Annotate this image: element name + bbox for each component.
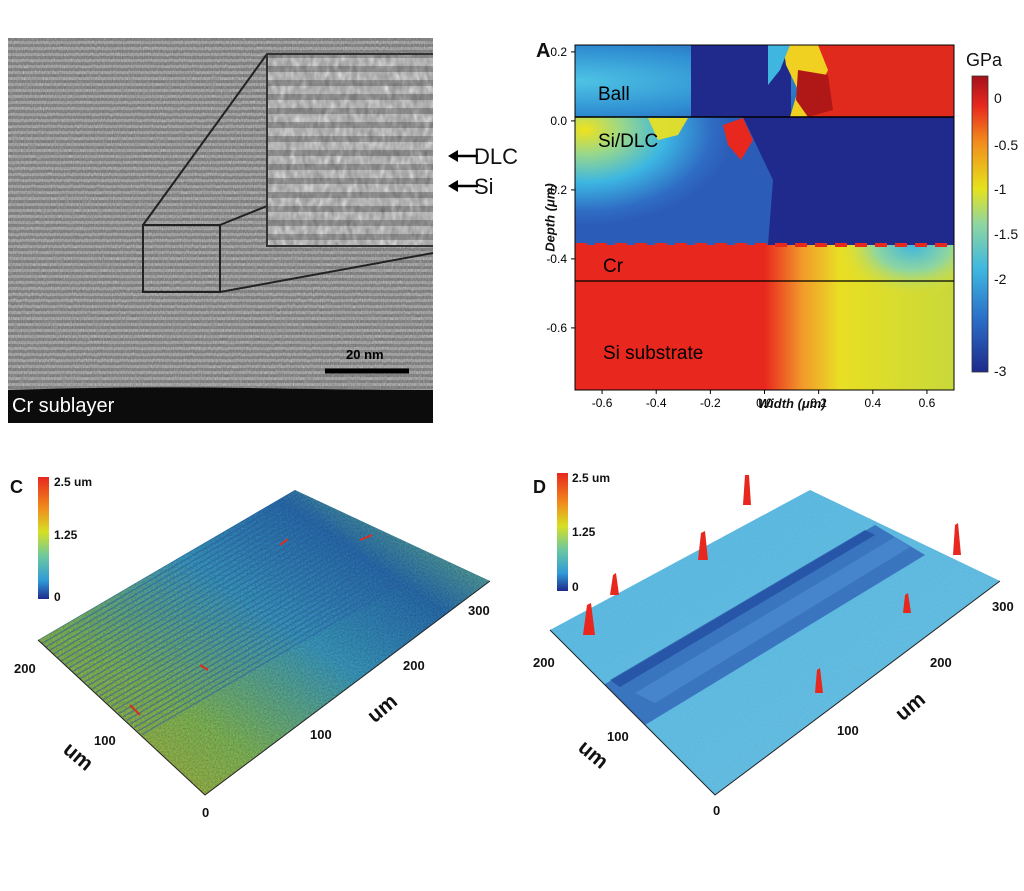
height-scale-bar <box>557 473 568 591</box>
colorbar-tick: -0.5 <box>994 137 1019 153</box>
surface-groove-line <box>91 538 350 690</box>
y-tick-label: 0.2 <box>550 45 567 59</box>
surface-groove-line <box>122 566 381 718</box>
zoom-connector-line <box>219 252 434 293</box>
colorbar-tick: -3 <box>994 363 1007 379</box>
surface-groove-line <box>64 513 323 666</box>
panel-a-letter: A <box>536 40 551 62</box>
x-axis-label: Width (μm) <box>758 396 826 411</box>
panel-a-chart: -0.6 -0.4 -0.2 0.0 0.2 0.4 0.6 0.2 0.0 -0.2 -0.4 -0… <box>546 44 989 410</box>
scale-tick: 1.25 <box>572 525 596 539</box>
scale-tick: 1.25 <box>54 528 78 542</box>
colorbar-unit: GPa <box>966 50 1003 70</box>
colorbar-tick: -1.5 <box>994 226 1019 242</box>
colorbar-tick: -2 <box>994 271 1007 287</box>
colorbar-tick: -1 <box>994 181 1007 197</box>
zoom-connector-line <box>219 205 268 226</box>
surface-groove-line <box>126 569 384 722</box>
scale-tick: 0 <box>572 580 579 594</box>
si-dlc-label: Si/DLC <box>598 131 659 152</box>
colorbar-tick: 0 <box>994 90 1002 106</box>
surface-groove-line <box>53 503 311 655</box>
dlc-label: DLC <box>474 144 519 169</box>
zoom-connector-line <box>142 53 268 226</box>
surface-groove-line <box>41 492 300 645</box>
scale-tick: 0 <box>54 590 61 604</box>
si-label: Si <box>474 174 494 199</box>
axis-tick: 100 <box>837 723 859 738</box>
zoom-region-box <box>142 224 221 293</box>
colorbar <box>971 75 989 373</box>
scale-tick: 2.5 um <box>54 475 93 489</box>
y-tick-label: -0.2 <box>546 183 567 197</box>
surface-groove-line <box>76 524 334 676</box>
axis-tick: 0 <box>202 805 210 820</box>
surface-groove-line <box>83 531 342 683</box>
x-tick-label: -0.4 <box>646 396 667 410</box>
y-tick-label: -0.6 <box>546 321 567 335</box>
panel-d-letter: D <box>533 477 546 497</box>
surface-groove-line <box>38 490 296 641</box>
surface-groove-line <box>56 506 315 659</box>
surface-groove-line <box>99 545 357 697</box>
panel-d-plot <box>549 473 1001 796</box>
surface-groove-line <box>137 580 396 732</box>
surface-groove-line <box>130 573 388 725</box>
axis-tick: 100 <box>310 727 332 742</box>
tem-annotations <box>448 150 478 192</box>
panel-c-plot <box>37 477 491 796</box>
surface-groove-line <box>133 576 392 729</box>
si-substrate-label: Si substrate <box>603 343 704 364</box>
axis-tick: 100 <box>94 733 116 748</box>
x-tick-label: 0.2 <box>810 396 827 410</box>
axis-tick: 100 <box>607 729 629 744</box>
axis-tick: 300 <box>992 599 1014 614</box>
x-tick-label: 0.6 <box>919 396 936 410</box>
ball-label: Ball <box>598 84 630 105</box>
surface-groove-line <box>118 562 377 715</box>
cr-sublayer-label: Cr sublayer <box>12 395 115 417</box>
surface-groove-line <box>110 555 369 708</box>
surface-groove-line <box>106 552 365 704</box>
surface-groove-line <box>103 548 361 701</box>
scale-bar-label: 20 nm <box>346 347 384 362</box>
surface-groove-line <box>60 510 319 662</box>
scale-tick: 2.5 um <box>572 471 611 485</box>
height-scale-bar <box>38 477 49 599</box>
tem-image-panel: DLC Si 20 nm Cr sublayer <box>8 38 518 423</box>
x-tick-label: 0.4 <box>864 396 881 410</box>
surface-groove-line <box>114 559 373 711</box>
x-tick-label: -0.2 <box>700 396 721 410</box>
panel-c-surface: C 2.5 um 1.25 0 200 100 0 100 200 300 um… <box>10 465 510 825</box>
asperity-peaks <box>583 475 961 693</box>
cr-label: Cr <box>603 256 624 277</box>
panel-d-surface: D 2.5 um 1.25 0 200 100 0 100 200 300 um… <box>525 465 1024 825</box>
surface-groove-line <box>49 499 307 652</box>
surface-groove-line <box>45 496 304 648</box>
x-tick-label: 0.0 <box>756 396 773 410</box>
tem-inset <box>266 53 454 247</box>
y-tick-label: 0.0 <box>550 114 567 128</box>
axis-tick: 300 <box>468 603 490 618</box>
panel-a-stress-map: A <box>528 30 1018 420</box>
axis-tick: 200 <box>930 655 952 670</box>
x-tick-label: -0.6 <box>592 396 613 410</box>
surface-groove-line <box>72 520 331 673</box>
panel-c-letter: C <box>10 477 23 497</box>
axis-tick: 200 <box>403 658 425 673</box>
axis-tick: 200 <box>533 655 555 670</box>
axis-tick: 0 <box>713 803 721 818</box>
y-axis-label: Depth (μm) <box>542 183 558 252</box>
y-tick-label: -0.4 <box>546 252 567 266</box>
tem-image <box>8 38 454 423</box>
surface-groove-line <box>141 583 400 736</box>
surface-groove-line <box>79 527 338 680</box>
axis-tick: 200 <box>14 661 36 676</box>
surface-groove-line <box>87 534 346 687</box>
surface-groove-line <box>95 541 354 694</box>
cr-sublayer-band <box>8 387 433 423</box>
